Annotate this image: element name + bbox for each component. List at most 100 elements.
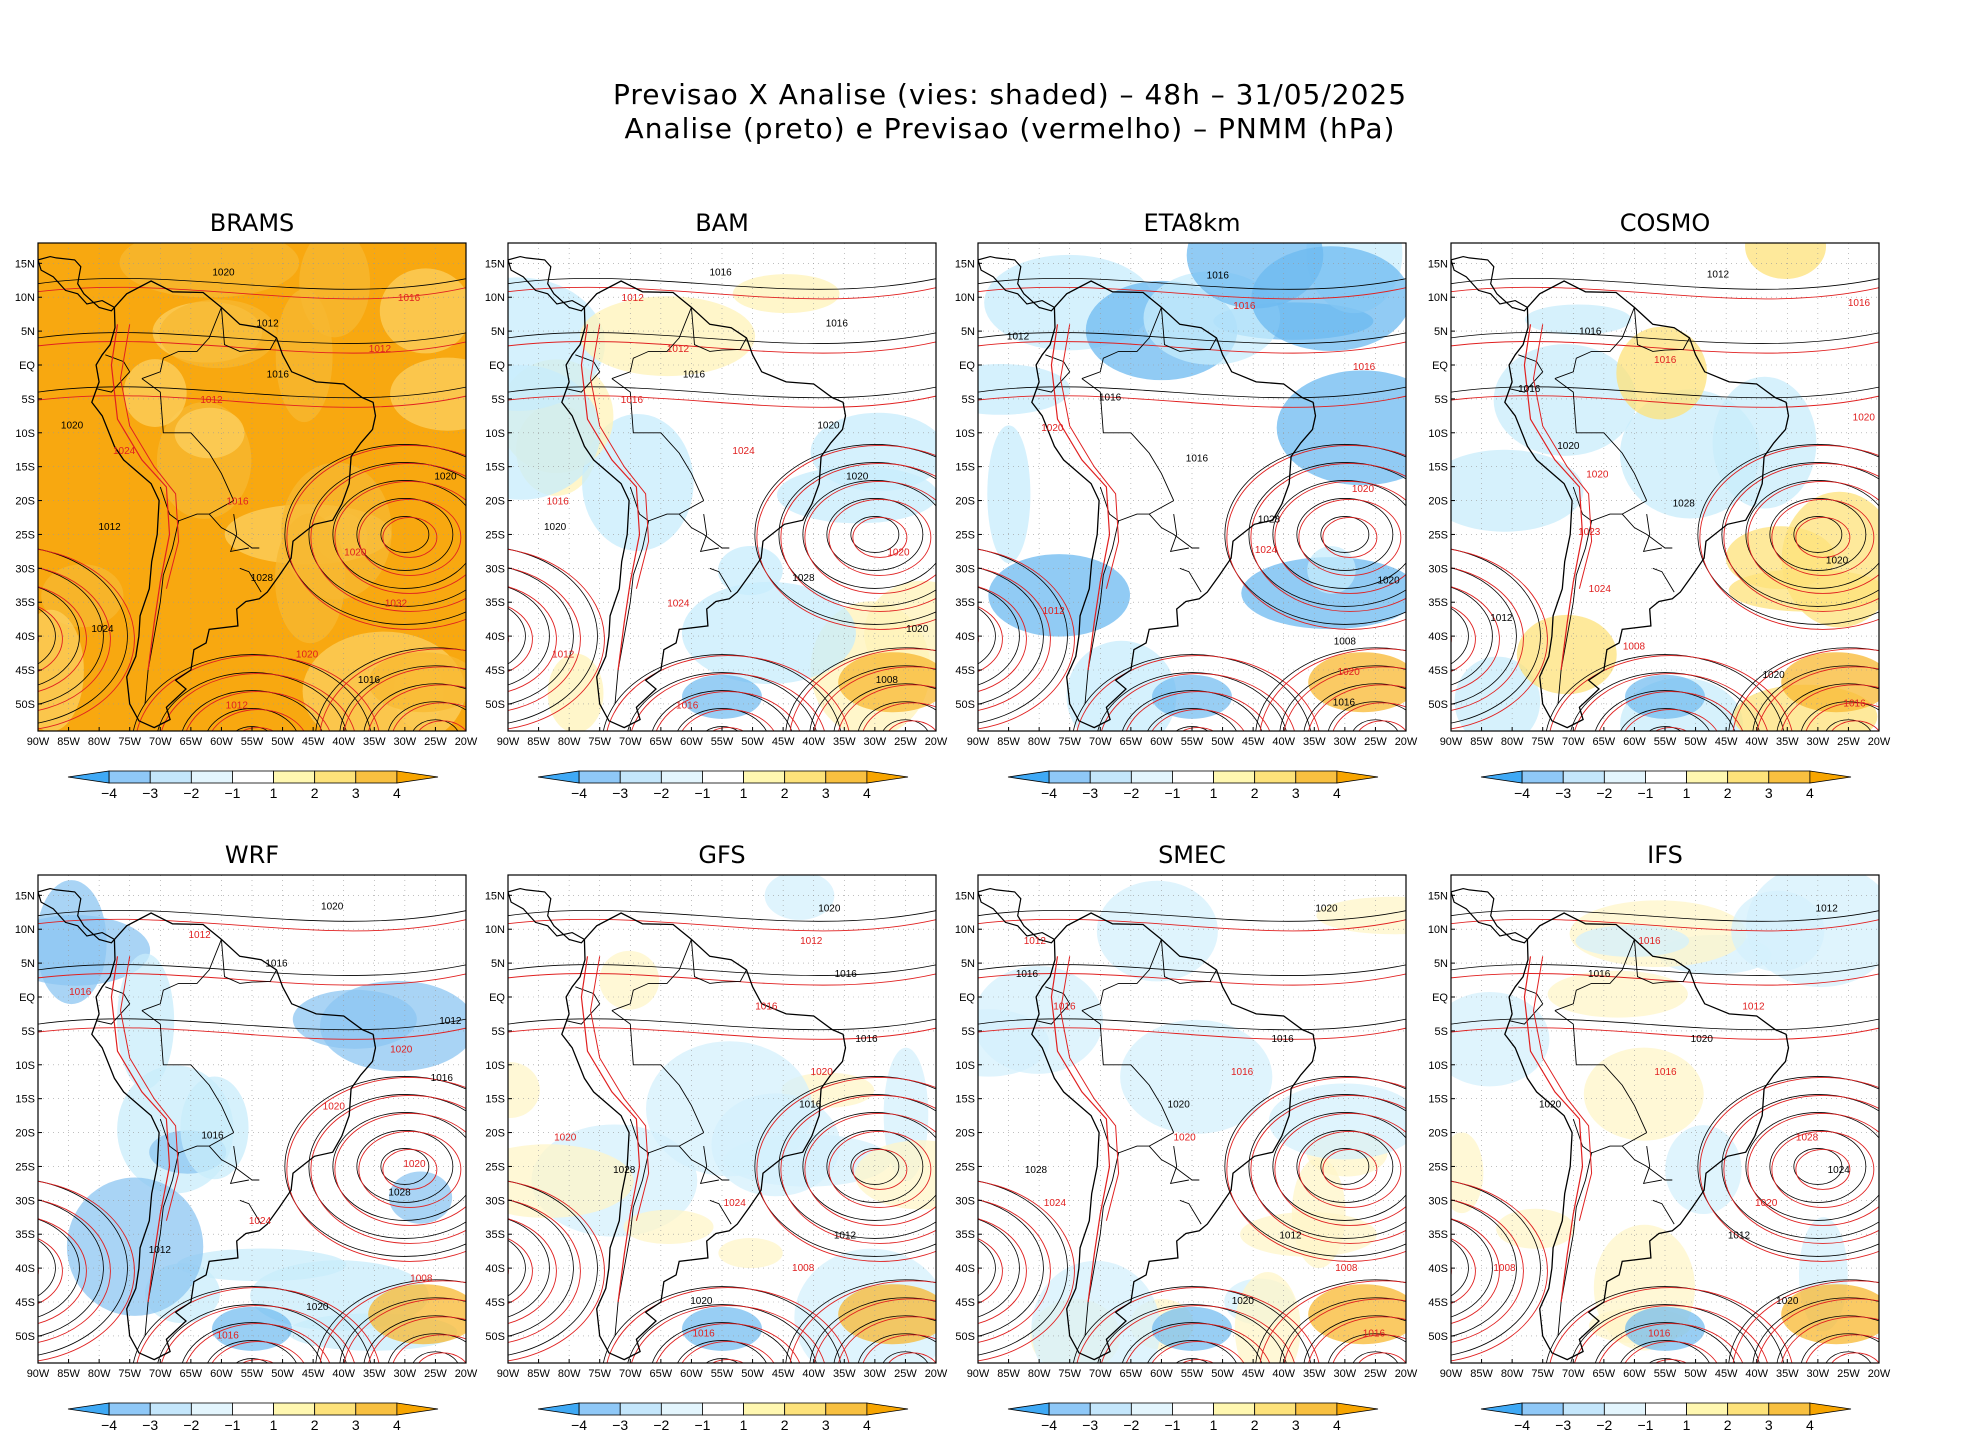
- isobar-forecast: [1654, 1359, 1688, 1363]
- lon-tick-label: 70W: [149, 1368, 172, 1380]
- isobar-analysis: [602, 654, 842, 731]
- colorbar-label: 1: [740, 785, 748, 801]
- lat-tick-label: 10S: [1428, 428, 1448, 440]
- bias-shading: [1251, 246, 1406, 351]
- isobar-forecast: [319, 648, 466, 731]
- coastline-central-america: [978, 255, 1056, 312]
- bias-shading: [1746, 875, 1879, 988]
- isobar-analysis: [508, 332, 936, 344]
- lat-tick-label: 15S: [955, 1094, 975, 1106]
- isobar-forecast: [862, 1334, 936, 1363]
- lon-tick-label: 30W: [864, 1368, 887, 1380]
- isobar-forecast: [1298, 1130, 1402, 1208]
- bias-shading: [1454, 656, 1541, 731]
- colorbar-label: 4: [1333, 1417, 1341, 1433]
- colorbar-label: −3: [612, 785, 628, 801]
- lon-tick-label: 65W: [1593, 736, 1616, 748]
- lon-tick-label: 20W: [925, 1368, 948, 1380]
- lat-tick-label: EQ: [19, 992, 35, 1004]
- country-border: [1148, 513, 1200, 549]
- country-border: [208, 1145, 260, 1181]
- isobar-label: 1020: [690, 1296, 713, 1307]
- isobar-forecast: [978, 606, 1003, 673]
- isobar-label: 1020: [811, 1067, 834, 1078]
- isobar-forecast: [813, 1298, 936, 1363]
- isobar-analysis: [1303, 683, 1406, 731]
- panel-title: SMEC: [1158, 841, 1226, 869]
- colorbar-label: −2: [1596, 1417, 1612, 1433]
- coastline-south-america: [91, 912, 377, 1361]
- lon-tick-label: 85W: [527, 1368, 550, 1380]
- isobar-analysis: [1175, 726, 1209, 731]
- bias-shading: [1096, 880, 1218, 982]
- isobar-label: 1020: [1315, 903, 1338, 914]
- lat-tick-label: 20S: [15, 1128, 35, 1140]
- isobar-label: 1008: [792, 1263, 815, 1274]
- isobar-forecast: [1181, 727, 1215, 731]
- colorbar-label: −3: [142, 1417, 158, 1433]
- isobar-forecast: [343, 1298, 466, 1363]
- colorbar-label: 4: [863, 1417, 871, 1433]
- lat-tick-label: EQ: [19, 360, 35, 372]
- isobar-forecast: [681, 1341, 775, 1363]
- isobar-analysis: [1121, 690, 1263, 731]
- colorbar-label: 1: [1683, 785, 1691, 801]
- country-border: [229, 1146, 249, 1184]
- lat-tick-label: 40S: [955, 1263, 975, 1275]
- isobar-analysis: [809, 665, 936, 731]
- isobar-label: 1016: [1843, 699, 1866, 710]
- colorbar-segment: [1603, 1402, 1646, 1416]
- isobar-label: 1024: [732, 446, 755, 457]
- colorbar-arrow-right: [1809, 770, 1852, 784]
- isobar-analysis: [1752, 1297, 1879, 1363]
- coastline-south-america: [1031, 912, 1317, 1361]
- isobar-label: 1012: [1816, 903, 1839, 914]
- colorbar-label: −4: [1514, 785, 1530, 801]
- lon-tick-label: 70W: [149, 736, 172, 748]
- isobar-analysis: [157, 672, 347, 731]
- lon-tick-label: 60W: [680, 736, 703, 748]
- isobar-analysis: [38, 586, 80, 686]
- lat-tick-label: 10S: [485, 1060, 505, 1072]
- isobar-analysis: [1451, 586, 1493, 686]
- lat-tick-label: 10N: [485, 924, 505, 936]
- isobar-analysis: [602, 1286, 842, 1363]
- isobar-analysis: [1570, 1304, 1760, 1363]
- colorbar-label: −2: [183, 785, 199, 801]
- lon-tick-label: 40W: [1272, 1368, 1295, 1380]
- lon-tick-label: 50W: [1684, 1368, 1707, 1380]
- lon-tick-label: 90W: [27, 1368, 50, 1380]
- isobar-analysis: [785, 647, 936, 731]
- bias-shading: [1625, 1306, 1705, 1351]
- country-border: [239, 567, 262, 593]
- colorbar-label: 1: [1683, 1417, 1691, 1433]
- isobar-forecast: [1125, 1323, 1271, 1363]
- lat-tick-label: 35S: [955, 597, 975, 609]
- isobar-label: 1024: [113, 446, 136, 457]
- lon-tick-label: 75W: [1058, 736, 1081, 748]
- lon-tick-label: 75W: [118, 736, 141, 748]
- isobar-forecast: [978, 548, 1075, 730]
- lon-tick-label: 25W: [894, 736, 917, 748]
- lat-tick-label: 10S: [955, 1060, 975, 1072]
- colorbar-label: −4: [1514, 1417, 1530, 1433]
- colorbar-label: −3: [1555, 785, 1571, 801]
- colorbar-label: 1: [270, 1417, 278, 1433]
- isobar-forecast: [310, 463, 466, 612]
- country-border: [1081, 1010, 1175, 1133]
- lon-tick-label: 90W: [967, 1368, 990, 1380]
- colorbar-label: −4: [1041, 785, 1057, 801]
- isobar-label: 1012: [149, 1245, 172, 1256]
- lon-tick-label: 40W: [1745, 736, 1768, 748]
- isobar-forecast: [606, 655, 850, 731]
- lon-tick-label: 75W: [1058, 1368, 1081, 1380]
- bias-shading: [1745, 243, 1827, 279]
- isobar-label: 1020: [306, 1302, 329, 1313]
- country-border: [96, 986, 131, 1025]
- lat-tick-label: 5S: [1435, 394, 1448, 406]
- colorbar-segment: [1521, 1402, 1564, 1416]
- country-border: [1081, 939, 1162, 1012]
- isobar-analysis: [1570, 672, 1760, 731]
- bias-shading: [732, 274, 840, 314]
- isobar-analysis: [1303, 1315, 1406, 1363]
